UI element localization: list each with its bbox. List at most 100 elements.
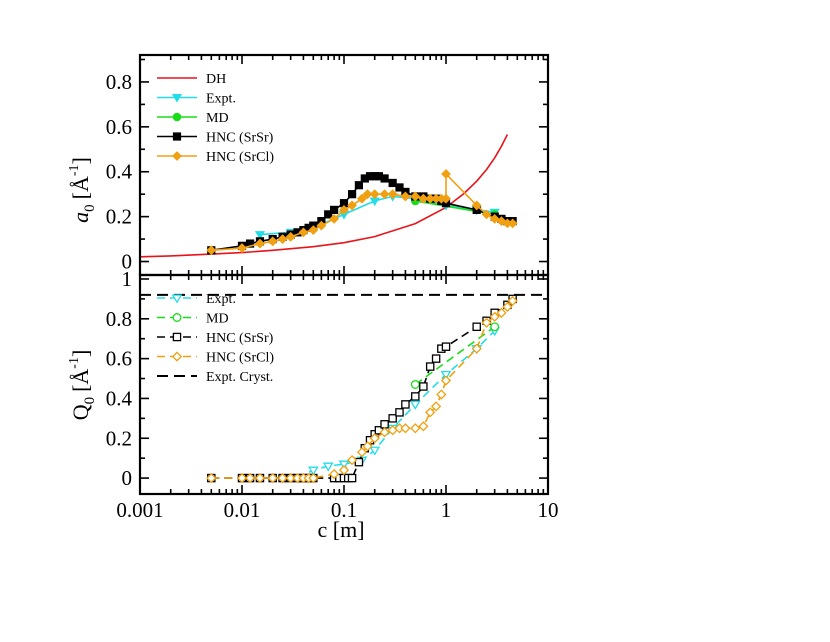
- top-series-4-point-2: [255, 238, 265, 249]
- bottom-series-3-point-20: [400, 423, 411, 434]
- x-tick-label: 0.001: [116, 498, 163, 522]
- bottom-legend-marker-3: [171, 351, 183, 362]
- top-plot-area: [140, 134, 518, 258]
- bottom-series-3-point-3: [254, 472, 266, 484]
- top-y-tick-label: 0.4: [106, 160, 133, 184]
- bottom-series-3-point-22: [418, 421, 429, 432]
- top-series-4-point-14: [369, 189, 380, 200]
- bottom-y-tick-label: 0.6: [106, 347, 132, 371]
- top-y-tick-label: 0.2: [106, 205, 132, 229]
- top-legend-label-2: MD: [206, 111, 229, 126]
- top-series-4-point-11: [347, 200, 357, 211]
- bottom-series-line-1: [414, 326, 496, 386]
- top-series-3-point-22: [388, 178, 397, 188]
- top-series-line-0: [140, 134, 509, 258]
- top-series-4-point-3: [267, 236, 278, 247]
- top-series-4-point-19: [418, 193, 429, 204]
- top-legend-label-1: Expt.: [206, 92, 236, 107]
- x-tick-label: 10: [538, 498, 559, 522]
- top-series-4-point-6: [298, 227, 309, 238]
- top-series-4-point-10: [339, 204, 349, 215]
- top-series-4-point-18: [410, 191, 421, 202]
- bottom-legend-marker-0: [171, 294, 183, 304]
- bottom-series-3-point-15: [362, 441, 373, 452]
- bottom-series-2-point-22: [388, 414, 397, 423]
- bottom-y-axis-title: Q0[Å-1]: [67, 350, 98, 421]
- top-series-3-point-13: [330, 205, 339, 214]
- bottom-plot-area: [140, 293, 548, 484]
- bottom-legend-label-1: MD: [206, 312, 229, 327]
- top-series-4-point-15: [379, 189, 390, 200]
- top-series-4-point-4: [277, 234, 288, 244]
- bottom-series-3-point-16: [369, 433, 380, 444]
- x-tick-label: 1: [441, 498, 452, 522]
- top-series-4-point-16: [387, 189, 398, 200]
- top-series-4-point-5: [285, 231, 296, 242]
- top-series-3-point-21: [380, 174, 389, 183]
- bottom-series-3-point-32: [507, 295, 518, 307]
- bottom-series-3-point-28: [481, 317, 492, 328]
- top-series-4-point-24: [441, 169, 451, 179]
- bottom-series-3-point-14: [356, 447, 368, 458]
- top-series-3-point-16: [354, 181, 364, 190]
- bottom-legend-marker-1: [172, 313, 182, 322]
- top-series-4-point-13: [362, 189, 373, 200]
- bottom-series-2-point-23: [395, 408, 404, 417]
- bottom-series-3-point-4: [267, 472, 278, 484]
- bottom-series-2-point-15: [347, 473, 357, 483]
- bottom-series-3-point-26: [440, 375, 452, 386]
- bottom-y-tick-label: 0.4: [106, 386, 133, 410]
- bottom-series-2-point-31: [472, 322, 481, 332]
- bottom-legend-label-4: Expt. Cryst.: [206, 370, 273, 385]
- top-legend-label-3: HNC (SrSr): [206, 131, 274, 146]
- bottom-series-2-point-28: [431, 354, 441, 363]
- top-y-tick-label: 0.6: [106, 115, 132, 139]
- top-series-4-point-12: [357, 193, 367, 204]
- x-tick-label: 0.1: [331, 498, 357, 522]
- bottom-series-2-point-16: [354, 457, 364, 467]
- bottom-series-3-point-0: [206, 472, 217, 484]
- bottom-series-3-point-5: [277, 472, 288, 484]
- x-axis-title: c [m]: [317, 517, 364, 542]
- bottom-series-3-point-31: [502, 301, 513, 312]
- bottom-y-tick-label: 1: [122, 267, 133, 291]
- top-y-tick-label: 0.8: [106, 70, 132, 94]
- top-series-3-point-15: [347, 190, 357, 199]
- bottom-legend: Expt. MD HNC (SrSr) HNC (SrCl) Expt. Cryst.: [157, 292, 274, 385]
- bottom-series-2-point-30: [441, 342, 451, 351]
- bottom-legend-marker-2: [172, 332, 182, 342]
- bottom-series-1-point-1: [490, 322, 500, 332]
- top-series-3-point-23: [395, 183, 404, 192]
- top-series-1-point-0: [254, 231, 266, 240]
- top-y-tick-label: 0: [122, 250, 133, 274]
- top-series-3-point-12: [324, 210, 333, 219]
- top-legend: DH Expt. MD HNC (SrSr) HNC (SrCl): [157, 72, 274, 165]
- bottom-legend-label-0: Expt.: [206, 292, 236, 307]
- bottom-series-line-0: [297, 330, 496, 479]
- top-legend-marker-3: [172, 132, 182, 141]
- bottom-y-tick-label: 0: [122, 466, 133, 490]
- top-series-4-point-25: [471, 200, 482, 211]
- top-series-3-point-2: [245, 239, 255, 248]
- bottom-series-3-point-2: [244, 472, 256, 484]
- bottom-series-0-point-3: [338, 460, 350, 470]
- bottom-series-3-point-17: [379, 427, 390, 438]
- bottom-series-0-point-7: [409, 400, 421, 410]
- bottom-series-0-point-1: [307, 466, 319, 476]
- top-series-4-point-30: [507, 218, 518, 229]
- top-legend-label-0: DH: [206, 72, 226, 87]
- top-series-4-point-7: [308, 225, 319, 236]
- bottom-series-3-point-23: [425, 407, 436, 418]
- top-legend-marker-1: [171, 94, 183, 103]
- bottom-series-2-point-24: [401, 400, 410, 409]
- top-series-4-point-17: [400, 191, 411, 202]
- bottom-series-2-point-26: [419, 382, 428, 391]
- bottom-legend-label-3: HNC (SrCl): [206, 351, 274, 366]
- top-legend-label-4: HNC (SrCl): [206, 150, 274, 165]
- bottom-series-3-point-24: [430, 401, 442, 412]
- bottom-series-3-point-21: [410, 423, 421, 434]
- top-series-4-point-0: [206, 245, 217, 256]
- bottom-legend-label-2: HNC (SrSr): [206, 331, 274, 346]
- bottom-series-3-point-27: [471, 343, 482, 354]
- top-series-4-point-23: [441, 193, 451, 204]
